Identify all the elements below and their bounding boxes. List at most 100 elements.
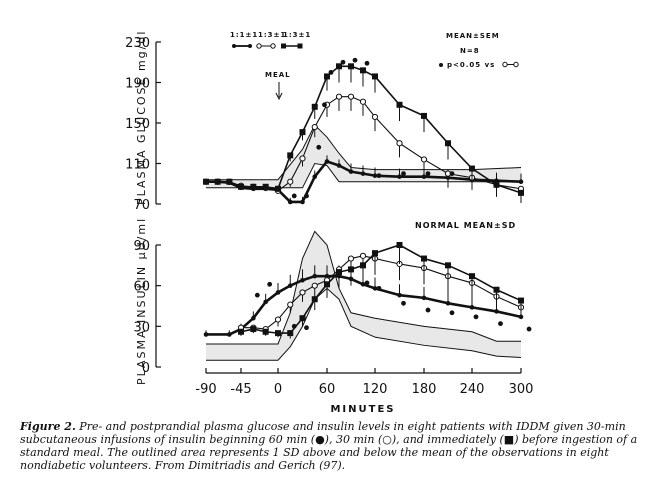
data-point — [469, 165, 475, 172]
data-point — [445, 300, 451, 306]
y-tick-label: 150 — [125, 117, 150, 132]
significance-dot — [376, 285, 382, 291]
data-point — [445, 140, 451, 147]
data-point — [360, 171, 366, 176]
stats-significance: p<0.05 vs — [447, 61, 495, 69]
significance-dot — [291, 193, 297, 199]
data-point — [336, 63, 342, 70]
data-point — [299, 155, 306, 162]
data-point — [299, 289, 306, 296]
legend-label-30min: 1:3±1 — [258, 31, 286, 39]
legend-filled-square-marker — [297, 43, 303, 49]
data-point — [518, 297, 524, 304]
x-tick-label: -45 — [230, 382, 251, 397]
x-tick-label: 120 — [363, 382, 388, 397]
series-filled-square — [238, 242, 524, 339]
y-tick-label: 110 — [125, 158, 150, 173]
data-point — [238, 183, 244, 190]
data-point — [336, 163, 342, 168]
significance-dot — [473, 314, 479, 320]
glucose-y-axis-title: PLASMA GLUCOSE mg/dl — [135, 30, 148, 205]
data-point — [359, 252, 367, 259]
x-tick-label: 300 — [509, 382, 534, 397]
data-point — [311, 296, 318, 303]
significance-dot — [364, 280, 370, 286]
data-point — [336, 269, 342, 276]
data-point — [311, 282, 318, 289]
legend-label-immediate: 1:3±1 — [283, 31, 311, 39]
legend-open-circle-marker — [256, 43, 262, 49]
series-filled-circle — [203, 265, 524, 337]
data-point — [299, 315, 306, 322]
data-point — [275, 330, 281, 337]
data-point — [360, 67, 366, 74]
data-point — [421, 112, 427, 119]
data-point — [371, 113, 379, 121]
data-point — [396, 140, 403, 147]
data-point — [227, 332, 232, 337]
data-point — [287, 330, 294, 337]
x-tick-label: 0 — [274, 382, 282, 397]
significance-dot — [449, 171, 455, 177]
data-point — [251, 315, 256, 321]
series-filled-square — [203, 63, 524, 203]
data-point — [347, 255, 355, 262]
data-point — [299, 129, 306, 136]
insulin-panel: 0 30 60 90 PLASMA INSULIN μU/ml NORMAL MEAN… — [133, 217, 533, 415]
data-point — [287, 301, 294, 308]
significance-dot — [425, 307, 431, 313]
y-tick-label: 30 — [133, 320, 150, 335]
significance-dot — [340, 59, 346, 65]
glucose-panel: 70 110 150 190 230 PLASMA GLUCOSE mg/dl 1:1±… — [125, 30, 525, 213]
stats-open-circle-line-icon — [502, 61, 519, 68]
data-point — [493, 181, 500, 188]
legend-filled-circle-marker — [232, 44, 236, 48]
data-point — [287, 178, 294, 185]
series-line — [206, 274, 522, 336]
data-point — [324, 159, 330, 164]
normal-band-lower — [206, 162, 521, 189]
data-point — [372, 250, 378, 257]
normal-band-lower — [206, 287, 522, 361]
legend-filled-square-marker — [281, 43, 286, 49]
significance-dot — [526, 326, 532, 332]
data-point — [275, 290, 281, 295]
legend-line-immediate — [281, 43, 303, 49]
series-line — [241, 255, 522, 330]
data-point — [250, 183, 257, 190]
x-tick-label: 60 — [319, 382, 336, 397]
data-point — [312, 273, 318, 279]
data-point — [421, 295, 427, 301]
data-point — [348, 169, 354, 174]
data-point — [469, 305, 475, 310]
legend-label-60min: 1:1±1 — [230, 31, 258, 39]
stats-n: N=8 — [460, 47, 480, 55]
y-tick-label: 60 — [133, 280, 150, 295]
data-point — [226, 178, 233, 185]
data-point — [421, 174, 427, 179]
x-tick-label: 240 — [460, 382, 485, 397]
meal-arrow-icon — [275, 82, 283, 101]
data-point — [493, 286, 500, 293]
data-point — [421, 255, 427, 262]
y-tick-label: 0 — [142, 361, 150, 376]
data-point — [238, 328, 244, 335]
significance-dot — [328, 69, 334, 75]
data-point — [360, 282, 366, 287]
data-point — [397, 174, 402, 179]
data-point — [263, 299, 268, 305]
significance-dot — [316, 144, 322, 150]
x-tick-label: -90 — [195, 382, 216, 397]
data-point — [275, 185, 281, 192]
caption-text: Pre- and postprandial plasma glucose and… — [20, 420, 638, 472]
data-point — [312, 174, 318, 179]
data-point — [274, 316, 282, 323]
data-point — [420, 156, 428, 163]
significance-dot — [364, 60, 370, 66]
insulin-y-axis-title: PLASMA INSULIN μU/ml — [135, 217, 148, 385]
data-point — [203, 178, 209, 185]
significance-dot — [322, 102, 327, 108]
stats-filled-circle-icon — [439, 63, 443, 67]
data-point — [518, 189, 524, 196]
data-point — [347, 93, 355, 100]
